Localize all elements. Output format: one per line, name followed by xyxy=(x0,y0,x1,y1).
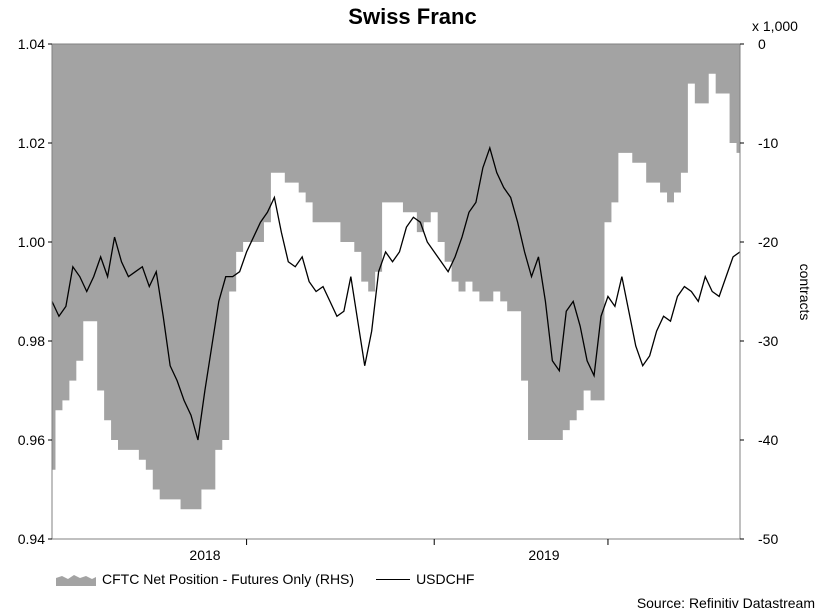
legend-line-label: USDCHF xyxy=(416,571,475,587)
left-tick-label: 0.96 xyxy=(18,432,45,448)
plot-border xyxy=(51,43,741,540)
right-tick-label: -30 xyxy=(758,333,778,349)
chart-title: Swiss Franc xyxy=(348,4,477,29)
left-tick-label: 0.94 xyxy=(18,531,45,547)
axis-layer: 1.04 1.02 1.00 0.98 0.96 0.94 0 -10 -20 -30 -40 -50… xyxy=(18,36,813,563)
left-tick-label: 1.00 xyxy=(18,234,45,250)
legend: CFTC Net Position - Futures Only (RHS) U… xyxy=(56,571,496,587)
legend-item-area: CFTC Net Position - Futures Only (RHS) xyxy=(56,571,354,587)
legend-item-line: USDCHF xyxy=(376,571,474,587)
x-tick-label: 2019 xyxy=(528,547,559,563)
left-tick-label: 0.98 xyxy=(18,333,45,349)
source-note: Source: Refinitiv Datastream xyxy=(636,595,815,611)
right-tick-label: -40 xyxy=(758,432,778,448)
right-tick-label: 0 xyxy=(758,36,766,52)
line-layer xyxy=(51,145,741,441)
right-axis-label: contracts xyxy=(797,264,813,321)
net-position-area xyxy=(52,44,740,510)
x-tick-label: 2018 xyxy=(189,547,220,563)
area-layer xyxy=(52,44,740,510)
right-tick-label: -10 xyxy=(758,135,778,151)
right-axis-multiplier: x 1,000 xyxy=(752,18,798,34)
left-tick-label: 1.04 xyxy=(18,36,45,52)
usdchf-line xyxy=(51,145,741,441)
left-tick-label: 1.02 xyxy=(18,135,45,151)
legend-area-swatch xyxy=(56,575,96,586)
legend-area-label: CFTC Net Position - Futures Only (RHS) xyxy=(102,571,355,587)
right-tick-label: -50 xyxy=(758,531,778,547)
right-tick-label: -20 xyxy=(758,234,778,250)
legend-line-swatch xyxy=(376,578,411,580)
